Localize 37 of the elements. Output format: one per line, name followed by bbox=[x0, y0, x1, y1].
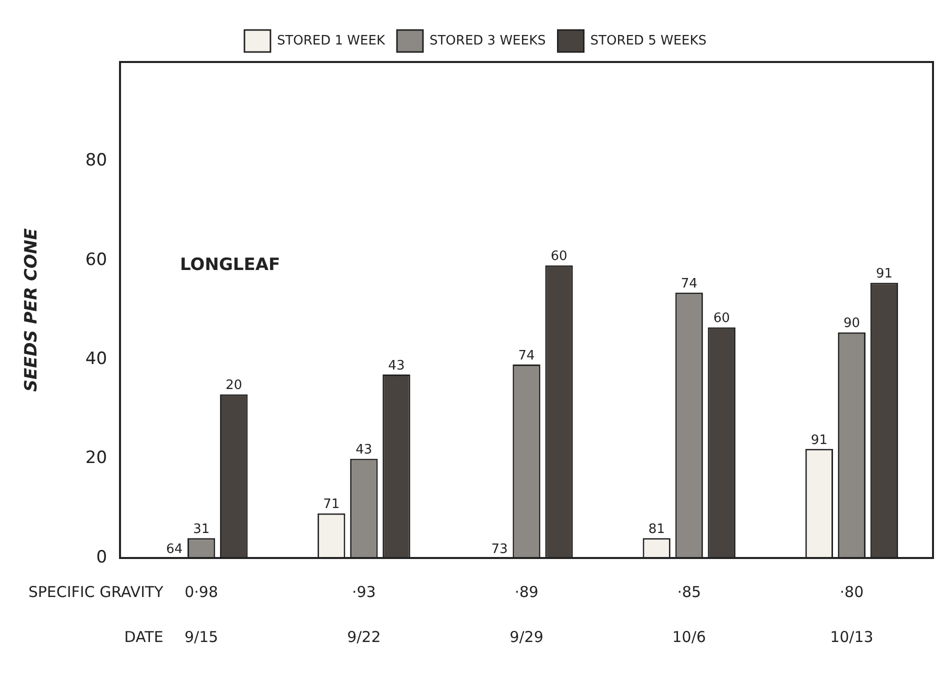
x-tick-label: ·93 bbox=[352, 582, 376, 601]
annotation: 64 bbox=[166, 542, 183, 557]
y-tick-label: 80 bbox=[85, 150, 108, 171]
text: 10/13 bbox=[830, 628, 874, 646]
y-tick-label: 20 bbox=[85, 448, 108, 468]
annotation: 20 bbox=[226, 378, 242, 394]
annotation: 81 bbox=[648, 522, 665, 538]
text: DATE bbox=[124, 628, 164, 646]
x-tick-label: ·80 bbox=[840, 582, 864, 601]
annotation: 91 bbox=[876, 266, 892, 282]
text: 9/15 bbox=[184, 628, 218, 646]
annotation: 74 bbox=[680, 276, 698, 292]
annotation: 90 bbox=[843, 316, 860, 332]
annotation: 73 bbox=[491, 542, 508, 557]
y-tick-label: 0 bbox=[96, 547, 108, 568]
x-tick-label: 0·98 bbox=[184, 582, 218, 601]
y-tick-label: 40 bbox=[85, 349, 108, 370]
text: 9/29 bbox=[510, 628, 544, 646]
x-tick-label: ·89 bbox=[514, 582, 538, 601]
y-axis-title: SEEDS PER CONE bbox=[22, 228, 42, 392]
legend-label: STORED 5 WEEKS bbox=[590, 33, 707, 48]
legend-label: STORED 3 WEEKS bbox=[429, 33, 546, 48]
legend-label: STORED 1 WEEK bbox=[276, 33, 386, 48]
x-tick-label: ·85 bbox=[677, 582, 702, 601]
text: SPECIFIC GRAVITY bbox=[28, 582, 164, 601]
annotation: 74 bbox=[518, 348, 535, 364]
annotation: 43 bbox=[388, 358, 405, 374]
annotation: 31 bbox=[193, 522, 210, 538]
annotation: LONGLEAF bbox=[180, 254, 280, 275]
annotation: 71 bbox=[323, 497, 340, 512]
annotation: 91 bbox=[810, 432, 828, 448]
text: 10/6 bbox=[672, 628, 706, 646]
y-tick-label: 60 bbox=[85, 250, 108, 270]
text: 9/22 bbox=[347, 628, 381, 646]
annotation: 60 bbox=[550, 249, 568, 264]
annotation: 43 bbox=[356, 442, 372, 458]
annotation: 60 bbox=[713, 311, 730, 326]
